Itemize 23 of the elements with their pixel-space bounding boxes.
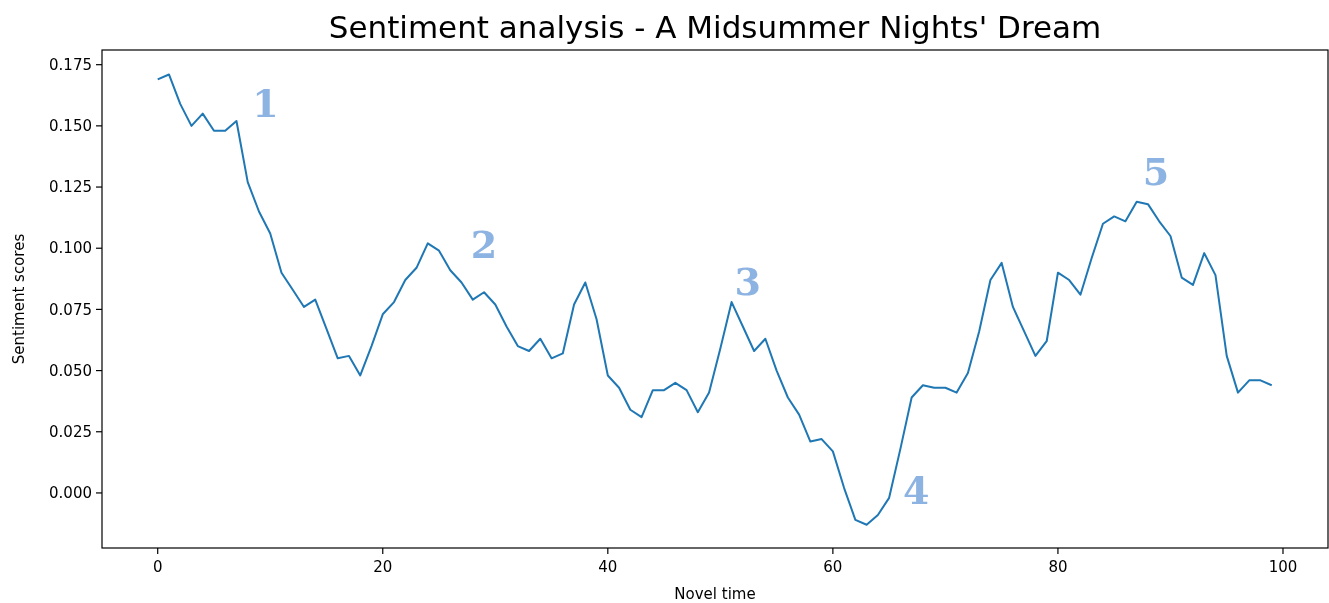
y-tick-label: 0.025 bbox=[49, 423, 92, 442]
annotation: 2 bbox=[470, 221, 498, 267]
x-tick-label: 0 bbox=[152, 558, 163, 576]
annotation: 4 bbox=[902, 468, 930, 514]
y-tick-label: 0.075 bbox=[49, 300, 92, 319]
x-tick-label: 100 bbox=[1268, 558, 1298, 576]
y-tick-label: 0.175 bbox=[49, 55, 92, 74]
x-tick-label: 60 bbox=[823, 558, 843, 576]
x-tick-label: 80 bbox=[1048, 558, 1068, 576]
x-tick-label: 20 bbox=[373, 558, 393, 576]
annotation: 3 bbox=[734, 258, 762, 304]
y-tick-label: 0.100 bbox=[49, 239, 92, 258]
annotation: 1 bbox=[252, 81, 279, 127]
y-tick-label: 0.050 bbox=[49, 361, 92, 380]
y-tick-label: 0.125 bbox=[49, 178, 92, 197]
y-tick-label: 0.000 bbox=[49, 484, 92, 503]
line-series bbox=[156, 73, 1273, 526]
annotation: 5 bbox=[1142, 149, 1170, 195]
x-tick-label: 40 bbox=[598, 558, 618, 576]
chart-title: Sentiment analysis - A Midsummer Nights' Dream bbox=[328, 9, 1102, 45]
x-axis-title: Novel time bbox=[674, 585, 756, 603]
y-tick-label: 0.150 bbox=[49, 117, 92, 136]
y-axis-title: Sentiment scores bbox=[10, 233, 28, 365]
